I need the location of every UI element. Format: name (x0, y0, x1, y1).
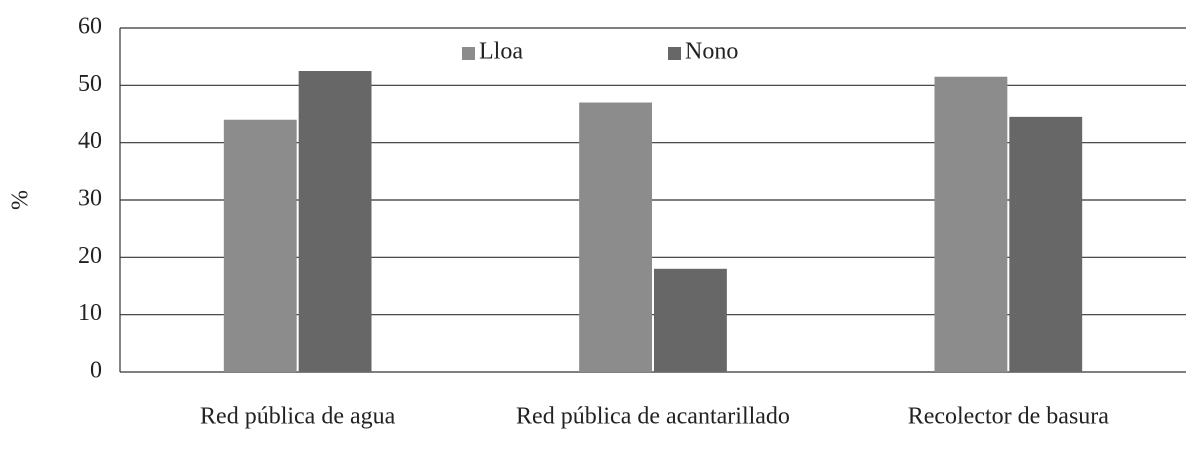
bar (298, 71, 372, 372)
x-tick-label: Recolector de basura (908, 404, 1110, 430)
bar (934, 76, 1008, 372)
bar (223, 119, 297, 372)
bar (1009, 116, 1083, 372)
x-tick-label: Red pública de acantarillado (516, 404, 790, 430)
y-tick-label: 40 (78, 128, 102, 154)
y-tick-label: 20 (78, 243, 102, 269)
x-tick-label: Red pública de agua (200, 404, 396, 430)
y-tick-label: 30 (78, 186, 102, 212)
legend-label: Lloa (479, 39, 523, 65)
bar (579, 102, 652, 373)
y-tick-label: 10 (78, 300, 102, 326)
y-tick-label: 50 (78, 71, 102, 97)
legend-label: Nono (685, 39, 738, 65)
y-axis-label: % (8, 190, 34, 210)
y-tick-label: 0 (90, 358, 102, 384)
bar (654, 268, 727, 372)
y-tick-label: 60 (78, 14, 102, 40)
legend-swatch (668, 47, 681, 60)
legend-swatch (462, 47, 475, 60)
